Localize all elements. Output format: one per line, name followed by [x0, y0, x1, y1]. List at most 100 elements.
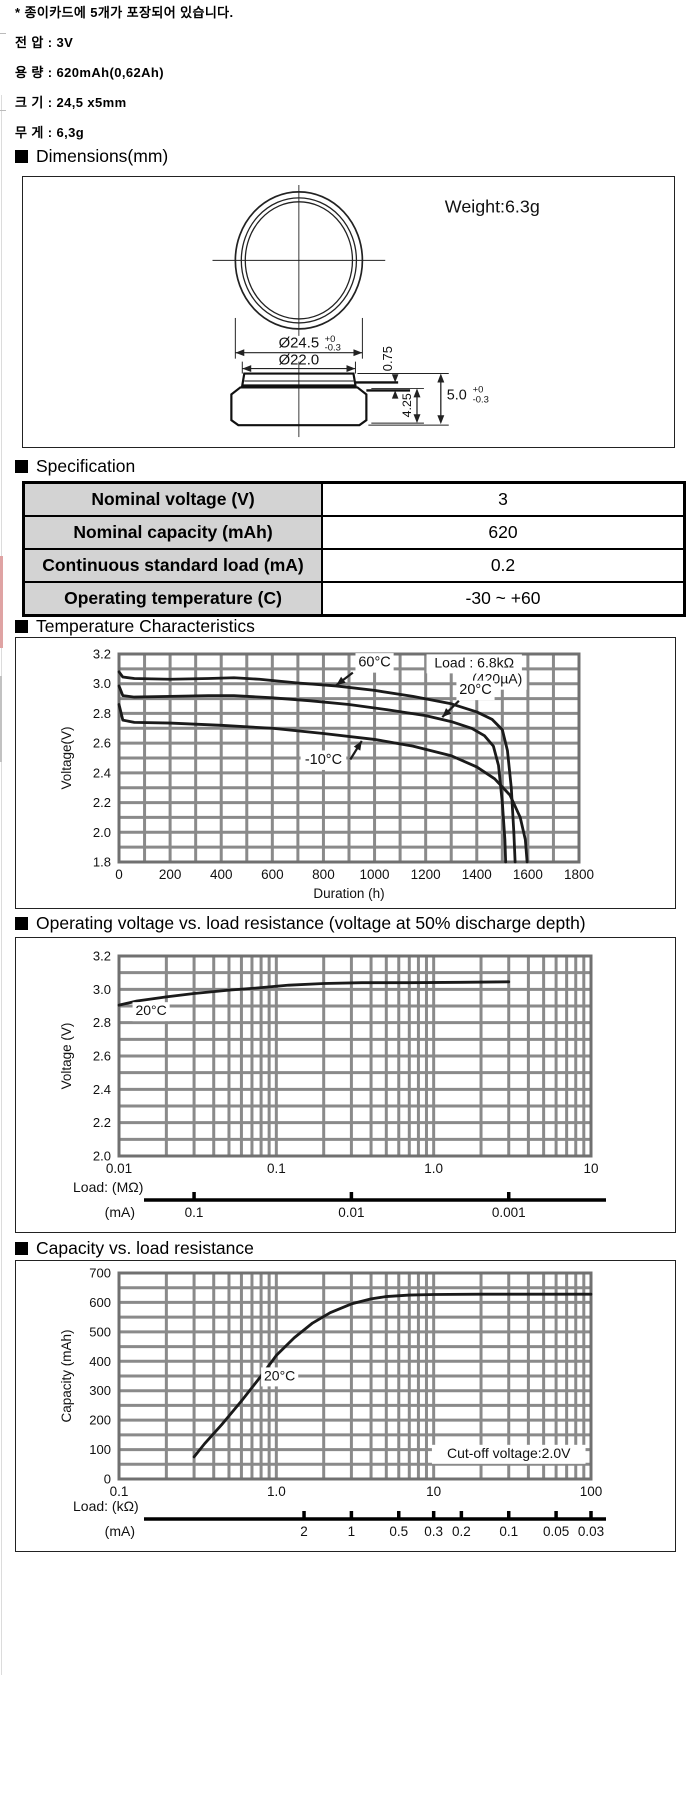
dimension-lines	[234, 317, 449, 438]
edge-artifact-pink	[0, 556, 3, 648]
spec-value: 3	[321, 481, 686, 517]
edge-artifact-dark	[0, 676, 2, 762]
x-tick-label: 0.01	[106, 1161, 132, 1176]
y-tick-label: 3.2	[93, 949, 111, 964]
secondary-unit-label: (mA)	[105, 1204, 135, 1220]
section-title: Operating voltage vs. load resistance (v…	[36, 913, 586, 933]
x-tick-label: 400	[210, 867, 233, 882]
section-header-specification: Specification	[15, 456, 135, 477]
y-tick-label: 2.0	[93, 1149, 111, 1164]
annotation-arrowhead	[442, 708, 452, 718]
y-tick-label: 1.8	[93, 855, 111, 870]
section-title: Specification	[36, 456, 136, 476]
secondary-tick-label: 0.1	[185, 1205, 204, 1220]
section-bullet-icon	[15, 917, 28, 930]
annotation-arrowhead	[336, 676, 346, 686]
y-axis-label: Voltage(V)	[59, 726, 74, 789]
spec-row: Nominal voltage (V) 3	[22, 481, 686, 517]
y-tick-label: 3.0	[93, 982, 111, 997]
top-view	[212, 184, 386, 336]
y-tick-label: 2.2	[93, 1115, 111, 1130]
x-tick-label: 1.0	[424, 1161, 443, 1176]
x-tick-label: 10	[583, 1161, 598, 1176]
lip-height-label: 0.75	[380, 346, 395, 371]
spec-label: Nominal voltage (V)	[22, 481, 323, 517]
y-tick-label: 2.4	[93, 765, 111, 780]
edge-artifact-line	[1, 95, 2, 1675]
annotation-bg	[132, 1002, 170, 1022]
section-bullet-icon	[15, 620, 28, 633]
annotation-arrowhead	[353, 740, 362, 751]
y-tick-label: 2.0	[93, 825, 111, 840]
plot-frame	[117, 954, 593, 1158]
secondary-tick-label: 0.2	[452, 1524, 471, 1539]
annotation-label: 20°C	[135, 1002, 166, 1018]
annotation-label: -10°C	[305, 752, 342, 768]
spec-row: Operating temperature (C) -30 ~ +60	[22, 581, 686, 617]
grid	[117, 954, 593, 1158]
y-axis-label: Voltage (V)	[59, 1023, 74, 1090]
section-title: Dimensions(mm)	[36, 146, 169, 166]
inner-height-label: 4.25	[400, 393, 414, 417]
annotation-bg	[431, 1444, 586, 1464]
annotation-bg	[426, 654, 522, 674]
y-tick-label: 600	[89, 1295, 111, 1310]
temperature-chart: 3.2 3.0 2.8 2.6 2.4 2.2 2.0 1.8 0 200 400 600 800 100…	[59, 647, 594, 902]
spec-label: Operating temperature (C)	[22, 581, 323, 617]
total-height-tol-top: +0	[473, 383, 484, 394]
secondary-tick-label: 0.5	[389, 1524, 408, 1539]
side-view	[230, 372, 411, 427]
secondary-tick-label: 0.1	[499, 1524, 518, 1539]
series-20°C	[117, 684, 508, 864]
weight-label: Weight:6.3g	[445, 197, 540, 217]
section-bullet-icon	[15, 460, 28, 473]
intro-line: 무 게 : 6,3g	[15, 125, 85, 140]
edge-artifact-tick	[0, 110, 6, 111]
secondary-tick-label: 1	[348, 1524, 356, 1539]
intro-line: 크 기 : 24,5 x5mm	[15, 95, 127, 110]
annotation-bg	[300, 750, 347, 770]
annotation-bg	[456, 680, 495, 701]
secondary-tick-label: 0.05	[543, 1524, 569, 1539]
spec-value: -30 ~ +60	[321, 581, 686, 617]
annotation-label: 20°C	[459, 682, 491, 698]
dia-inner-label: Ø22.0	[279, 353, 320, 369]
y-tick-label: 500	[89, 1324, 111, 1339]
y-tick-label: 2.4	[93, 1082, 111, 1097]
spec-row: Nominal capacity (mAh) 620	[22, 515, 686, 550]
spec-label: Continuous standard load (mA)	[22, 548, 323, 583]
intro-line: * 종이카드에 5개가 포장되어 있습니다.	[15, 5, 234, 20]
y-tick-label: 400	[89, 1354, 111, 1369]
dia-outer-tol-top: +0	[325, 333, 336, 344]
section-header-capacity-load: Capacity vs. load resistance	[15, 1238, 254, 1259]
y-tick-label: 2.6	[93, 736, 111, 751]
section-title: Temperature Characteristics	[36, 616, 255, 636]
secondary-axis-label: Load: (kΩ)	[73, 1498, 139, 1514]
secondary-unit-label: (mA)	[105, 1523, 135, 1539]
annotation-label: 60°C	[358, 655, 390, 671]
intro-line: 용 량 : 620mAh(0,62Ah)	[15, 65, 164, 80]
dia-outer-tol-bot: -0.3	[325, 342, 341, 353]
edge-artifact-tick	[0, 33, 6, 34]
y-tick-label: 2.8	[93, 706, 111, 721]
x-axis-label: Duration (h)	[313, 886, 384, 901]
y-tick-label: 0	[104, 1472, 111, 1487]
section-header-temperature: Temperature Characteristics	[15, 616, 255, 637]
section-header-dimensions: Dimensions(mm)	[15, 146, 168, 167]
section-header-voltage-load: Operating voltage vs. load resistance (v…	[15, 913, 586, 934]
annotation-label: Load : 6.8kΩ	[434, 654, 514, 670]
total-height-label: 5.0	[447, 387, 467, 403]
voltage-load-chart-panel: 3.2 3.0 2.8 2.6 2.4 2.2 2.0 0.01 0.1 1.0 10 Voltage…	[15, 937, 676, 1233]
section-bullet-icon	[15, 1242, 28, 1255]
intro-block: * 종이카드에 5개가 포장되어 있습니다. 전 압 : 3V 용 량 : 62…	[15, 6, 234, 156]
section-title: Capacity vs. load resistance	[36, 1238, 254, 1258]
spec-value: 620	[321, 515, 686, 550]
series-20°C	[117, 980, 511, 1007]
annotation-bg	[261, 1367, 299, 1387]
y-tick-label: 3.2	[93, 647, 111, 662]
x-tick-label: 1800	[564, 867, 594, 882]
series-20°C	[192, 1292, 593, 1459]
x-tick-label: 1200	[411, 867, 441, 882]
y-tick-label: 100	[89, 1442, 111, 1457]
x-tick-label: 0.1	[267, 1161, 286, 1176]
